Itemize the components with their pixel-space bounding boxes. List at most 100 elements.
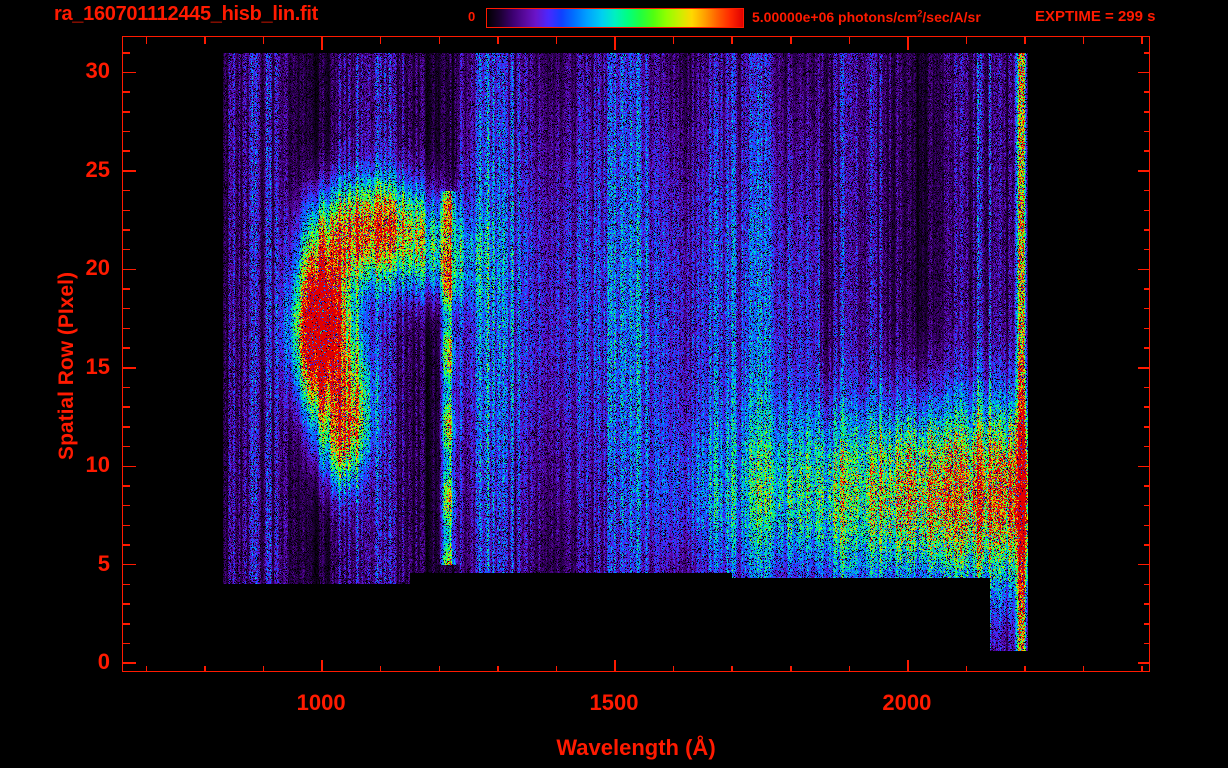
y-tick <box>1144 524 1149 527</box>
y-tick <box>123 465 136 467</box>
x-tick <box>731 666 733 671</box>
y-tick <box>123 445 130 448</box>
exptime-label: EXPTIME = 299 s <box>1035 8 1156 25</box>
x-tick <box>1024 666 1026 671</box>
colorbar-max-value: 5.00000e+06 <box>752 9 835 25</box>
file-title: ra_160701112445_hisb_lin.fit <box>54 3 319 25</box>
x-tick <box>1082 666 1085 671</box>
x-tick <box>145 37 148 44</box>
x-tick <box>321 37 323 50</box>
y-tick-label: 10 <box>85 452 110 478</box>
x-tick <box>262 666 265 671</box>
y-tick <box>1144 91 1149 93</box>
y-tick <box>1144 209 1149 212</box>
y-tick-label: 15 <box>85 353 110 379</box>
y-tick <box>1138 71 1149 74</box>
x-tick <box>555 37 558 44</box>
y-tick <box>123 386 130 389</box>
x-axis-title: Wavelength (Å) <box>556 735 716 760</box>
y-tick <box>1144 130 1149 133</box>
y-tick <box>1144 603 1149 605</box>
y-tick <box>123 662 136 664</box>
y-tick <box>1138 465 1149 467</box>
y-tick-label: 5 <box>97 550 110 576</box>
y-tick <box>1138 170 1149 172</box>
y-tick <box>123 563 136 566</box>
y-tick <box>123 544 130 546</box>
x-tick-label: 2000 <box>882 690 932 715</box>
x-tick <box>497 37 499 44</box>
y-tick <box>1144 583 1149 586</box>
x-tick <box>848 37 851 44</box>
x-tick <box>965 37 968 44</box>
x-tick <box>145 666 148 671</box>
y-tick <box>123 248 130 251</box>
x-tick <box>672 37 675 44</box>
x-tick <box>965 666 968 671</box>
x-tick <box>1024 37 1026 44</box>
x-tick <box>848 666 851 671</box>
y-tick <box>1144 642 1149 645</box>
y-tick <box>123 603 130 605</box>
y-tick <box>123 347 130 349</box>
spectrogram-heatmap <box>123 37 1149 671</box>
y-tick <box>1144 623 1149 625</box>
x-tick <box>1141 666 1143 671</box>
colorbar-units-pre: photons/cm <box>834 9 918 25</box>
y-tick <box>123 642 130 645</box>
y-tick <box>1138 367 1149 369</box>
colorbar-max-label: 5.00000e+06 photons/cm2/sec/A/sr <box>752 9 981 25</box>
x-tick <box>672 666 675 671</box>
y-tick <box>123 189 130 192</box>
y-tick <box>1138 563 1149 566</box>
colorbar-gradient <box>486 8 744 28</box>
y-tick <box>1144 229 1149 231</box>
colorbar-min-label: 0 <box>468 9 476 24</box>
y-tick <box>1144 485 1149 487</box>
y-tick-label: 0 <box>97 649 110 675</box>
y-tick <box>123 426 130 428</box>
colorbar-units-post: /sec/A/sr <box>922 9 981 25</box>
x-tick <box>1141 37 1143 44</box>
x-tick <box>790 37 792 44</box>
y-tick <box>1138 662 1149 664</box>
x-tick <box>1082 37 1085 44</box>
y-tick <box>123 583 130 586</box>
y-tick-label: 25 <box>85 156 110 182</box>
y-tick <box>123 52 130 54</box>
x-tick <box>907 37 909 50</box>
x-tick <box>614 37 616 50</box>
plot-frame <box>122 36 1150 672</box>
x-tick-label: 1500 <box>589 690 639 715</box>
y-tick <box>1144 189 1149 192</box>
y-tick <box>123 111 130 113</box>
y-tick <box>123 229 130 231</box>
y-tick <box>1144 327 1149 330</box>
y-tick <box>1144 111 1149 113</box>
y-tick <box>123 71 136 74</box>
y-tick <box>1144 504 1149 507</box>
x-tick <box>438 666 441 671</box>
y-tick <box>123 209 130 212</box>
y-tick <box>1144 544 1149 546</box>
x-tick <box>379 666 382 671</box>
y-tick <box>123 288 130 290</box>
x-tick <box>379 37 382 44</box>
y-tick <box>123 91 130 93</box>
x-tick <box>204 666 206 671</box>
y-tick <box>1144 347 1149 349</box>
y-tick <box>123 170 136 172</box>
x-tick <box>204 37 206 44</box>
y-tick-label: 20 <box>85 255 110 281</box>
x-tick <box>438 37 441 44</box>
y-tick <box>123 307 130 310</box>
x-tick <box>555 666 558 671</box>
y-tick <box>123 327 130 330</box>
y-tick <box>123 623 130 625</box>
x-tick <box>262 37 265 44</box>
y-tick <box>1138 268 1149 271</box>
x-tick <box>321 660 323 671</box>
x-tick <box>907 660 909 671</box>
y-tick <box>123 524 130 527</box>
y-tick <box>1144 288 1149 290</box>
